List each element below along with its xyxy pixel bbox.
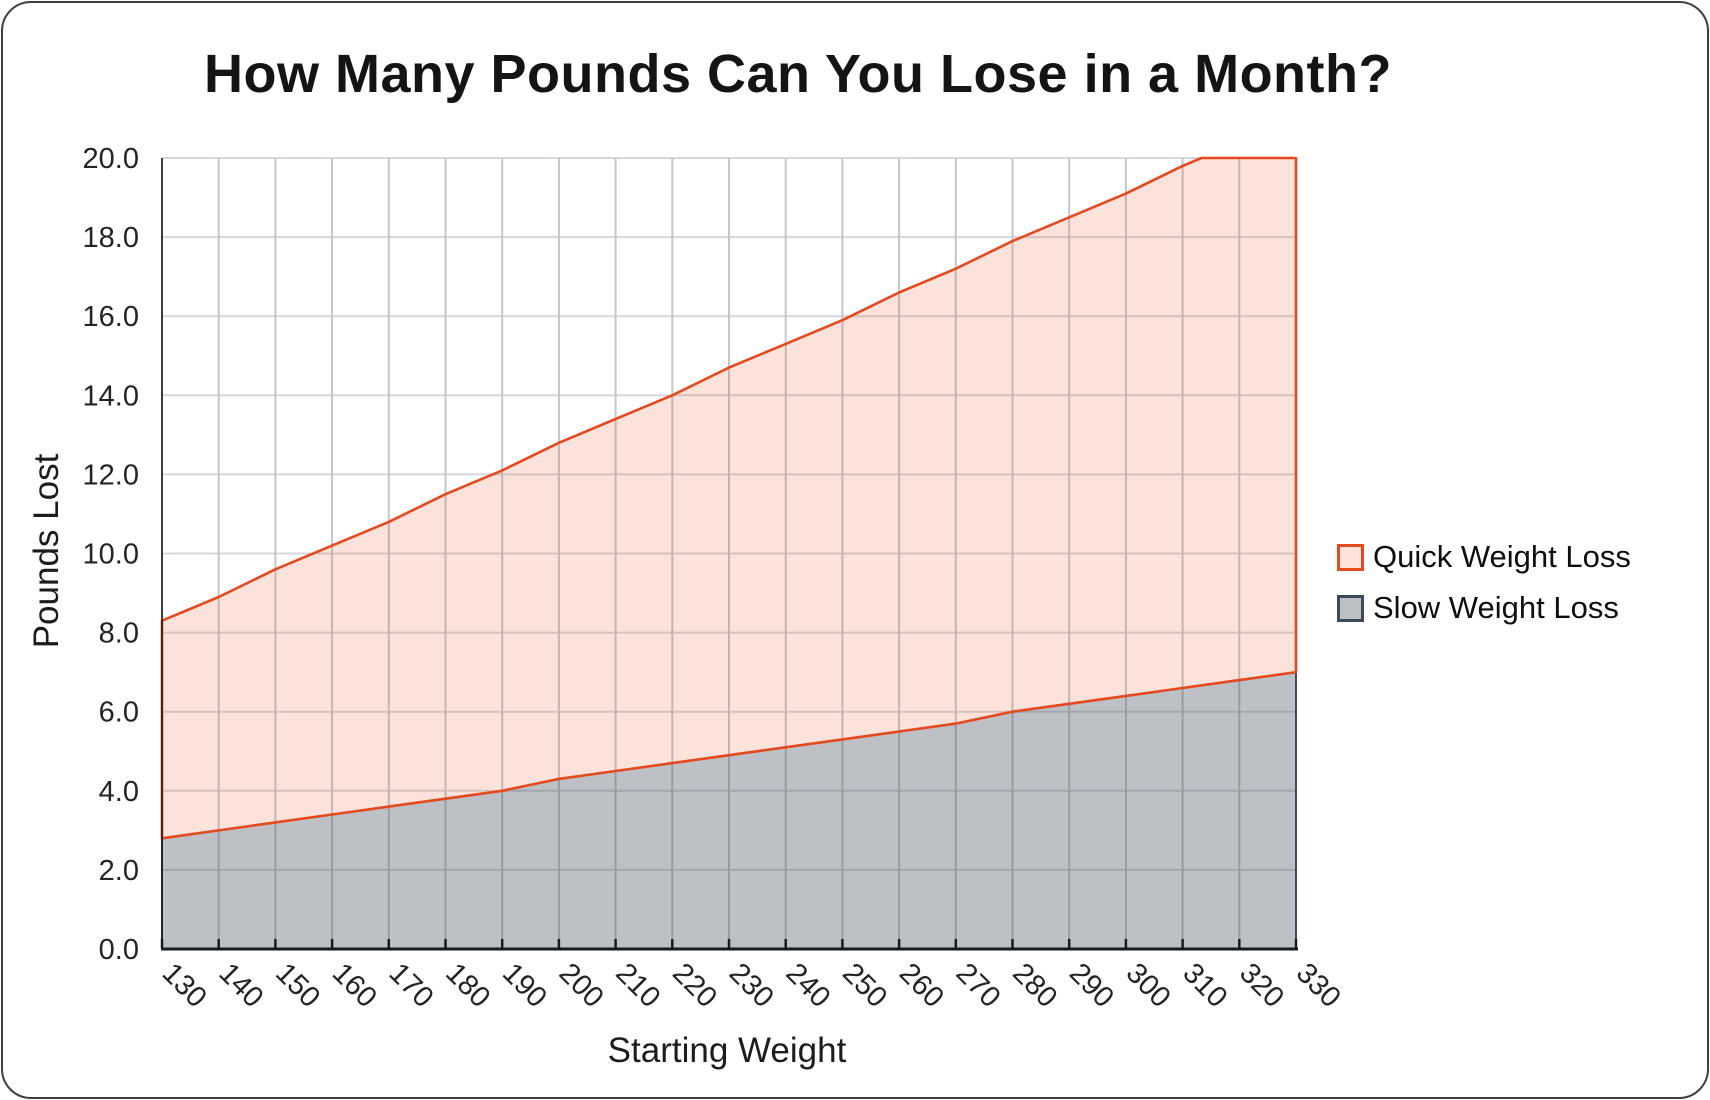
quick-weight-loss-area — [160, 156, 1298, 840]
x-tick-label: 190 — [496, 957, 553, 1014]
x-axis-ticks — [160, 939, 1298, 948]
legend-label-slow: Slow Weight Loss — [1373, 590, 1619, 625]
x-tick-label: 130 — [156, 957, 213, 1014]
y-tick-label: 12.0 — [83, 459, 139, 491]
x-tick-label: 300 — [1120, 957, 1177, 1014]
quick-area-polygon — [160, 156, 1298, 840]
y-tick-label: 20.0 — [83, 143, 139, 175]
y-tick-label: 10.0 — [83, 539, 139, 571]
legend-item-slow-weight-loss: Slow Weight Loss — [1337, 590, 1631, 626]
y-tick-label: 16.0 — [83, 301, 139, 333]
x-tick-label: 230 — [723, 957, 780, 1014]
x-axis-title: Starting Weight — [607, 1031, 847, 1070]
quick-weight-loss-swatch-icon — [1337, 543, 1364, 571]
x-tick-label: 160 — [326, 957, 383, 1014]
x-tick-label: 290 — [1063, 957, 1120, 1014]
y-axis-title: Pounds Lost — [27, 453, 66, 649]
x-tick-label: 280 — [1006, 957, 1063, 1014]
y-tick-label: 0.0 — [99, 934, 139, 966]
area-chart-plot: 0.0 2.0 4.0 6.0 8.0 10.0 12.0 14.0 16.0 18.0 20.0 1… — [83, 143, 1347, 1014]
slow-weight-loss-swatch-icon — [1337, 594, 1364, 622]
axes — [161, 158, 1298, 951]
y-tick-label: 6.0 — [99, 697, 139, 729]
x-tick-labels: 130 140 150 160 170 180 190 200 210 220 230 240 250 2… — [156, 957, 1347, 1014]
x-tick-label: 220 — [666, 957, 723, 1014]
chart-title: How Many Pounds Can You Lose in a Month? — [203, 44, 1392, 104]
legend: Quick Weight Loss Slow Weight Loss — [1337, 539, 1631, 626]
y-tick-labels: 0.0 2.0 4.0 6.0 8.0 10.0 12.0 14.0 16.0 18.0 20.0 — [83, 143, 139, 966]
x-tick-label: 180 — [439, 957, 496, 1014]
y-tick-label: 4.0 — [99, 776, 139, 808]
y-tick-label: 18.0 — [83, 222, 139, 254]
x-tick-label: 170 — [383, 957, 440, 1014]
y-tick-label: 8.0 — [99, 618, 139, 650]
x-tick-label: 320 — [1233, 957, 1290, 1014]
x-tick-label: 270 — [950, 957, 1007, 1014]
x-tick-label: 210 — [609, 957, 666, 1014]
legend-item-quick-weight-loss: Quick Weight Loss — [1337, 539, 1631, 575]
y-tick-label: 14.0 — [83, 380, 139, 412]
x-tick-label: 330 — [1290, 957, 1347, 1014]
x-tick-label: 310 — [1176, 957, 1233, 1014]
x-tick-label: 250 — [836, 957, 893, 1014]
y-tick-label: 2.0 — [99, 855, 139, 887]
x-tick-label: 240 — [780, 957, 837, 1014]
x-tick-label: 140 — [213, 957, 270, 1014]
legend-label-quick: Quick Weight Loss — [1373, 539, 1631, 574]
x-tick-label: 200 — [553, 957, 610, 1014]
x-tick-label: 260 — [893, 957, 950, 1014]
x-tick-label: 150 — [269, 957, 326, 1014]
